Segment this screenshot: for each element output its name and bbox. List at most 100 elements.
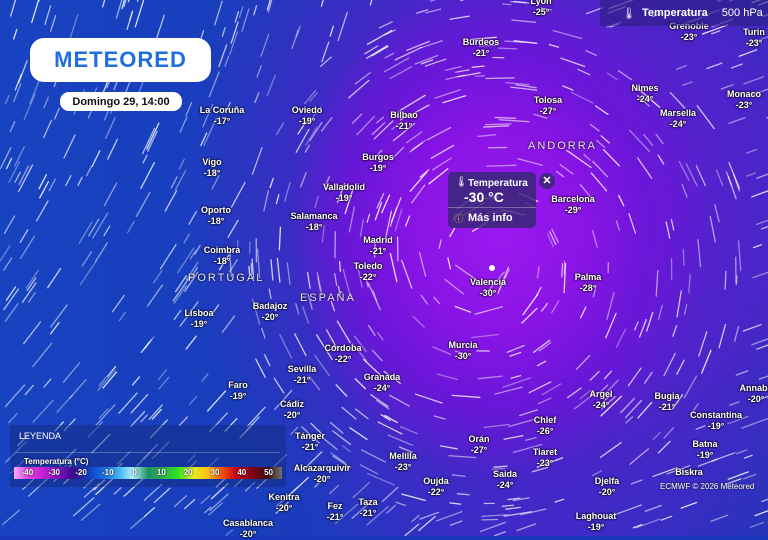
wind-streak [638,158,652,178]
city-label[interactable]: Kenitra-20° [268,492,299,514]
city-label[interactable]: Djelfa-20° [595,476,620,498]
city-label[interactable]: Chlef-26° [534,415,557,437]
city-label[interactable]: Tiaret-23° [533,447,557,469]
city-label[interactable]: Salamanca-18° [290,211,337,233]
city-label[interactable]: La Coruña-17° [200,105,245,127]
city-label[interactable]: Turin-23° [743,27,765,49]
wind-streak [24,322,41,344]
wind-streak [645,373,652,384]
city-label[interactable]: Cádiz-20° [280,399,304,421]
city-label[interactable]: Lisboa-19° [184,308,213,330]
city-name: Palma [575,272,602,283]
location-pin[interactable] [489,265,495,271]
city-temp: -22° [325,354,362,365]
meteored-logo[interactable]: METEORED [30,38,211,82]
city-name: Burdeos [463,37,500,48]
wind-streak [696,166,705,186]
city-label[interactable]: Argel-24° [589,389,612,411]
wind-streak [593,231,598,247]
city-label[interactable]: Oviedo-19° [292,105,323,127]
wind-streak [538,398,551,404]
city-label[interactable]: Taza-21° [358,497,377,519]
city-label[interactable]: Sevilla-21° [288,364,317,386]
city-label[interactable]: Córdoba-22° [325,343,362,365]
city-label[interactable]: Biskra [675,467,703,478]
city-label[interactable]: Fez-21° [327,501,344,523]
city-label[interactable]: Casablanca-20° [223,518,273,540]
wind-streak [578,69,590,74]
close-icon[interactable]: ✕ [539,173,555,189]
more-info-link[interactable]: Más info [468,212,513,224]
wind-streak [677,66,687,70]
wind-streak [10,122,14,132]
city-label[interactable]: Bilbao-21° [390,110,418,132]
wind-streak [372,123,384,135]
city-label[interactable]: Laghouat-19° [576,511,617,533]
city-label[interactable]: Melilla-23° [389,451,417,473]
wind-streak [78,177,82,185]
city-label[interactable]: Oporto-18° [201,205,231,227]
city-temp: -21° [358,508,377,519]
city-label[interactable]: Badajoz-20° [253,301,288,323]
city-label[interactable]: Tolosa-27° [534,95,562,117]
city-label[interactable]: Barcelona-29° [551,194,595,216]
wind-streak [616,221,619,230]
wind-streak [681,503,696,509]
wind-streak [322,42,329,62]
city-label[interactable]: Murcia-30° [448,340,477,362]
city-label[interactable]: Palma-28° [575,272,602,294]
city-label[interactable]: Madrid-21° [363,235,393,257]
city-label[interactable]: Coimbra-18° [204,245,241,267]
wind-streak [48,269,61,288]
city-label[interactable]: Monaco-23° [727,89,761,111]
wind-streak [416,394,442,403]
wind-streak [421,41,442,48]
city-label[interactable]: Annaba-20° [739,383,768,405]
city-label[interactable]: Valencia-30° [470,277,506,299]
wind-streak [274,378,283,393]
wind-streak [255,93,259,103]
city-label[interactable]: Burdeos-21° [463,37,500,59]
city-label[interactable]: Constantina-19° [690,410,742,432]
wind-streak [658,441,670,453]
city-label[interactable]: Marsella-24° [660,108,696,130]
wind-streak [516,85,536,88]
wind-streak [308,273,310,289]
city-label[interactable]: Burgos-19° [362,152,394,174]
city-name: Burgos [362,152,394,163]
wind-streak [133,377,140,385]
city-label[interactable]: Valladolid-19° [323,182,365,204]
wind-streak [661,516,671,520]
city-label[interactable]: Alcazarquivir-20° [294,463,351,485]
city-label[interactable]: Orán-27° [468,434,489,456]
wind-streak [350,428,367,440]
wind-streak [750,523,763,528]
city-label[interactable]: Batna-19° [692,439,717,461]
city-label[interactable]: Oujda-22° [423,476,449,498]
layer-indicator[interactable]: 🌡 Temperatura 500 hPa [600,0,768,26]
forecast-date[interactable]: Domingo 29, 14:00 [60,92,182,111]
city-name: Turin [743,27,765,38]
city-label[interactable]: Bugia-21° [654,391,679,413]
city-label[interactable]: Tánger-21° [295,431,325,453]
city-label[interactable]: Nimes-24° [631,83,658,105]
city-label[interactable]: Saida-24° [493,469,517,491]
city-label[interactable]: Vigo-18° [202,157,221,179]
city-label[interactable]: Faro-19° [228,380,248,402]
wind-streak [402,261,412,289]
wind-streak [333,431,351,444]
wind-streak [215,1,222,25]
city-label[interactable]: Granada-24° [364,372,401,394]
wind-streak [154,488,170,502]
wind-streak [504,436,523,440]
wind-streak [19,165,33,191]
wind-streak [64,363,80,382]
city-label[interactable]: Lyon-25° [530,0,551,18]
wind-streak [32,0,40,22]
info-icon: ⓘ [454,212,463,225]
city-label[interactable]: Toledo-22° [354,261,383,283]
wind-streak [30,79,40,103]
wind-streak [673,326,677,336]
wind-streak [487,165,516,166]
wind-streak [534,340,550,352]
